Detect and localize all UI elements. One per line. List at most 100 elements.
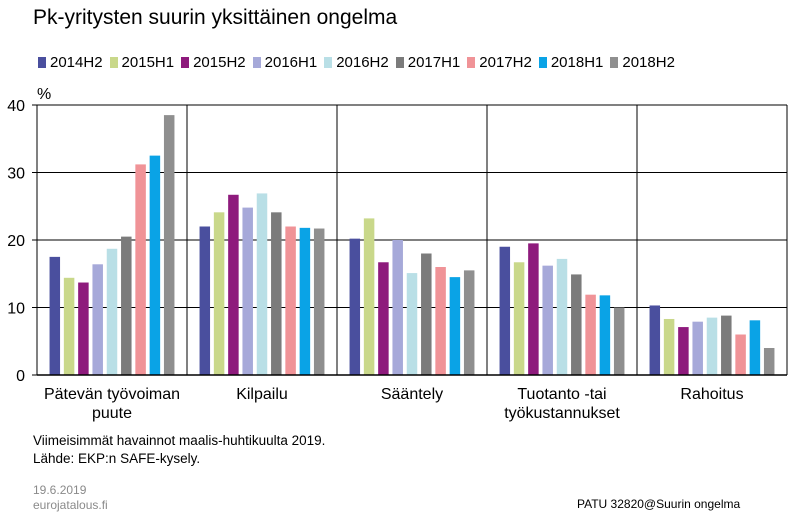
bar-2014H2-4 [649,305,661,375]
legend-label: 2014H2 [50,54,103,71]
legend-item: 2016H2 [324,54,389,71]
legend-swatch [395,57,404,68]
bar-2016H2-2 [406,273,418,375]
bar-2015H1-0 [63,277,75,375]
x-category-label: Tuotanto -tai työkustannukset [504,386,620,422]
x-category-label-line: Tuotanto -tai [517,386,606,403]
legend-item: 2014H2 [38,54,103,71]
bar-2015H2-1 [228,194,239,375]
bar-2017H1-4 [721,315,732,375]
x-category-label-line: Rahoitus [680,386,743,403]
bar-2017H1-1 [271,212,282,375]
bar-2018H1-1 [299,227,311,375]
legend-item: 2018H1 [538,54,604,71]
y-tick-label: 0 [16,368,25,385]
bar-2015H1-1 [213,212,225,375]
legend-item: 2017H1 [395,54,461,71]
bar-2018H1-3 [599,295,611,375]
bar-2016H1-4 [692,321,703,375]
bar-2018H2-2 [463,270,475,375]
legend-swatch [38,57,46,68]
chart-title: Pk-yritysten suurin yksittäinen ongelma [33,6,398,29]
note-source: Lähde: EKP:n SAFE-kysely. [33,451,201,466]
bar-2015H2-3 [528,243,539,375]
x-category-label: Kilpailu [236,386,288,403]
bar-2016H1-3 [542,265,553,375]
bar-2018H1-4 [749,320,761,375]
bar-2017H1-3 [571,274,582,375]
bar-2014H2-0 [49,256,61,375]
bar-chart: 0 10 20 30 40% Pätevän työvoiman puute Kilpailu… [7,86,788,422]
bar-2014H2-2 [349,238,361,375]
bar-2018H1-2 [449,277,461,375]
bar-2015H1-3 [513,262,525,375]
bar-2016H2-1 [256,193,268,375]
legend-swatch [538,57,547,68]
x-category-label: Rahoitus [680,386,743,403]
bar-2017H2-1 [285,226,296,375]
bar-2016H1-0 [92,264,103,375]
bar-2018H2-3 [613,307,625,375]
bar-2015H2-4 [678,327,689,375]
footer-date: 19.6.2019 [33,483,87,497]
x-category-label-line: Pätevän työvoiman [44,386,180,403]
legend-item: 2015H2 [181,54,246,71]
y-tick-label: 30 [7,166,25,183]
bar-2015H1-4 [663,318,675,375]
bar-2018H2-4 [763,348,775,375]
bar-2017H2-2 [435,267,446,375]
note-observations: Viimeisimmät havainnot maalis-huhtikuult… [33,433,326,448]
footer-left: 19.6.2019 eurojatalous.fi [33,483,108,513]
bar-2014H2-3 [499,246,511,375]
footer-site-link[interactable]: eurojatalous.fi [33,498,108,512]
bar-2016H2-3 [556,258,568,375]
bar-2017H1-2 [421,253,432,375]
legend-swatch [324,57,333,68]
bar-2016H1-2 [392,240,403,375]
bar-2017H2-4 [735,334,746,375]
y-tick-label: 40 [7,98,25,115]
y-axis-label: % [37,86,51,103]
legend-label: 2015H1 [121,54,175,71]
bar-2017H2-3 [585,294,596,375]
legend-label: 2017H2 [479,54,532,71]
bar-2016H2-4 [706,317,718,375]
x-category-label: Sääntely [381,386,443,403]
legend-swatch [252,57,261,68]
legend-item: 2016H1 [252,54,318,71]
legend-item: 2018H2 [610,54,675,71]
bar-2015H2-2 [378,262,389,375]
x-category-label-line: Sääntely [381,386,443,403]
x-category-label-line: työkustannukset [504,405,620,422]
x-category-label: Pätevän työvoiman puute [44,386,180,422]
legend-item: 2017H2 [467,54,532,71]
x-category-label-line: Kilpailu [236,386,288,403]
bar-2015H2-0 [78,282,89,375]
legend-swatch [610,57,619,68]
y-tick-label: 20 [7,233,25,250]
bar-2018H1-0 [149,155,161,375]
legend-swatch [109,57,118,68]
legend-item: 2015H1 [109,54,175,71]
legend-swatch [181,57,190,68]
legend-label: 2015H2 [193,54,246,71]
bar-2018H2-1 [313,228,325,375]
legend-label: 2016H1 [264,54,318,71]
legend-label: 2017H1 [407,54,461,71]
footer-code: PATU 32820@Suurin ongelma [577,497,741,511]
bar-2016H1-1 [242,207,253,375]
y-tick-label: 10 [7,301,25,318]
chart-notes: Viimeisimmät havainnot maalis-huhtikuult… [33,432,325,468]
bar-2015H1-2 [363,218,375,375]
bar-2016H2-0 [106,248,118,375]
x-category-label-line: puute [92,405,132,422]
bar-2018H2-0 [163,115,175,375]
legend-swatch [467,57,476,68]
bar-2017H1-0 [121,236,132,375]
chart-legend: 2014H2 2015H1 2015H2 2016H1 2016H2 2017H1 2017… [38,54,682,71]
bar-2017H2-0 [135,164,146,375]
legend-label: 2016H2 [336,54,389,71]
legend-label: 2018H2 [622,54,675,71]
bar-2014H2-1 [199,226,211,375]
legend-label: 2018H1 [550,54,604,71]
